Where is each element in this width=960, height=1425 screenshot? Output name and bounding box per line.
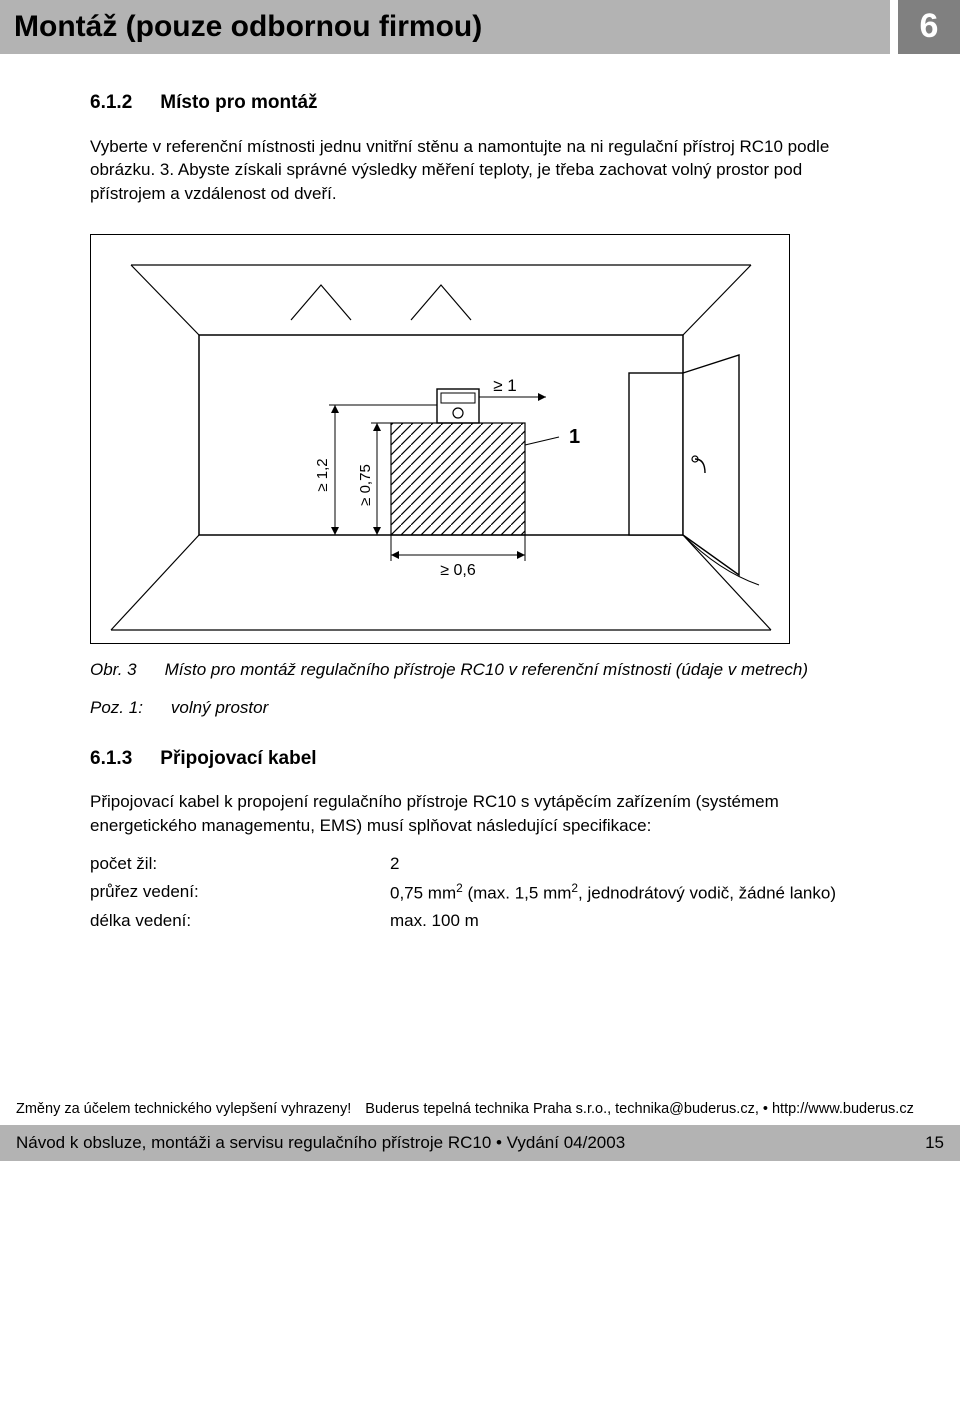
spec-key: průřez vedení:: [90, 880, 390, 905]
dim-12: ≥ 1,2: [314, 458, 331, 491]
footer-contact: Buderus tepelná technika Praha s.r.o., t…: [365, 1099, 944, 1119]
position-label: Poz. 1:: [90, 696, 143, 720]
spec-key: délka vedení:: [90, 909, 390, 933]
section-612-heading: 6.1.2 Místo pro montáž: [90, 90, 880, 117]
figure-3: ≥ 1 1 ≥ 0,75 ≥ 1,2: [90, 234, 790, 644]
page-number: 15: [925, 1131, 944, 1155]
caption-label: Obr. 3: [90, 658, 137, 682]
spec-key: počet žil:: [90, 852, 390, 876]
section-number: 6.1.3: [90, 746, 132, 773]
footer-credits: Změny za účelem technického vylepšení vy…: [0, 1097, 960, 1121]
position-text: volný prostor: [171, 696, 880, 720]
chapter-title: Montáž (pouze odbornou firmou): [0, 0, 890, 54]
dim-06: ≥ 0,6: [440, 562, 476, 579]
section-613-body: Připojovací kabel k propojení regulačníh…: [90, 790, 880, 838]
document-title: Návod k obsluze, montáži a servisu regul…: [16, 1131, 625, 1155]
spec-value: 2: [390, 852, 880, 876]
spec-table: počet žil: 2 průřez vedení: 0,75 mm2 (ma…: [90, 852, 880, 933]
section-613-heading: 6.1.3 Připojovací kabel: [90, 746, 880, 773]
caption-text: Místo pro montáž regulačního přístroje R…: [165, 658, 880, 682]
footer-disclaimer: Změny za účelem technického vylepšení vy…: [16, 1099, 351, 1119]
position-caption: Poz. 1: volný prostor: [90, 696, 880, 720]
section-612-body: Vyberte v referenční místnosti jednu vni…: [90, 135, 880, 206]
chapter-header: Montáž (pouze odbornou firmou) 6: [0, 0, 960, 54]
spec-row: délka vedení: max. 100 m: [90, 909, 880, 933]
footer-bar: Návod k obsluze, montáži a servisu regul…: [0, 1125, 960, 1161]
spec-value: 0,75 mm2 (max. 1,5 mm2, jednodrátový vod…: [390, 880, 880, 905]
section-number: 6.1.2: [90, 90, 132, 117]
dim-ge1-top: ≥ 1: [493, 376, 517, 395]
spec-value: max. 100 m: [390, 909, 880, 933]
spec-row: počet žil: 2: [90, 852, 880, 876]
dim-label-1: 1: [569, 426, 580, 448]
chapter-number: 6: [898, 0, 960, 54]
figure-caption: Obr. 3 Místo pro montáž regulačního přís…: [90, 658, 880, 682]
dim-075: ≥ 0,75: [357, 464, 374, 506]
spec-row: průřez vedení: 0,75 mm2 (max. 1,5 mm2, j…: [90, 880, 880, 905]
section-title: Místo pro montáž: [160, 90, 317, 117]
section-title: Připojovací kabel: [160, 746, 316, 773]
